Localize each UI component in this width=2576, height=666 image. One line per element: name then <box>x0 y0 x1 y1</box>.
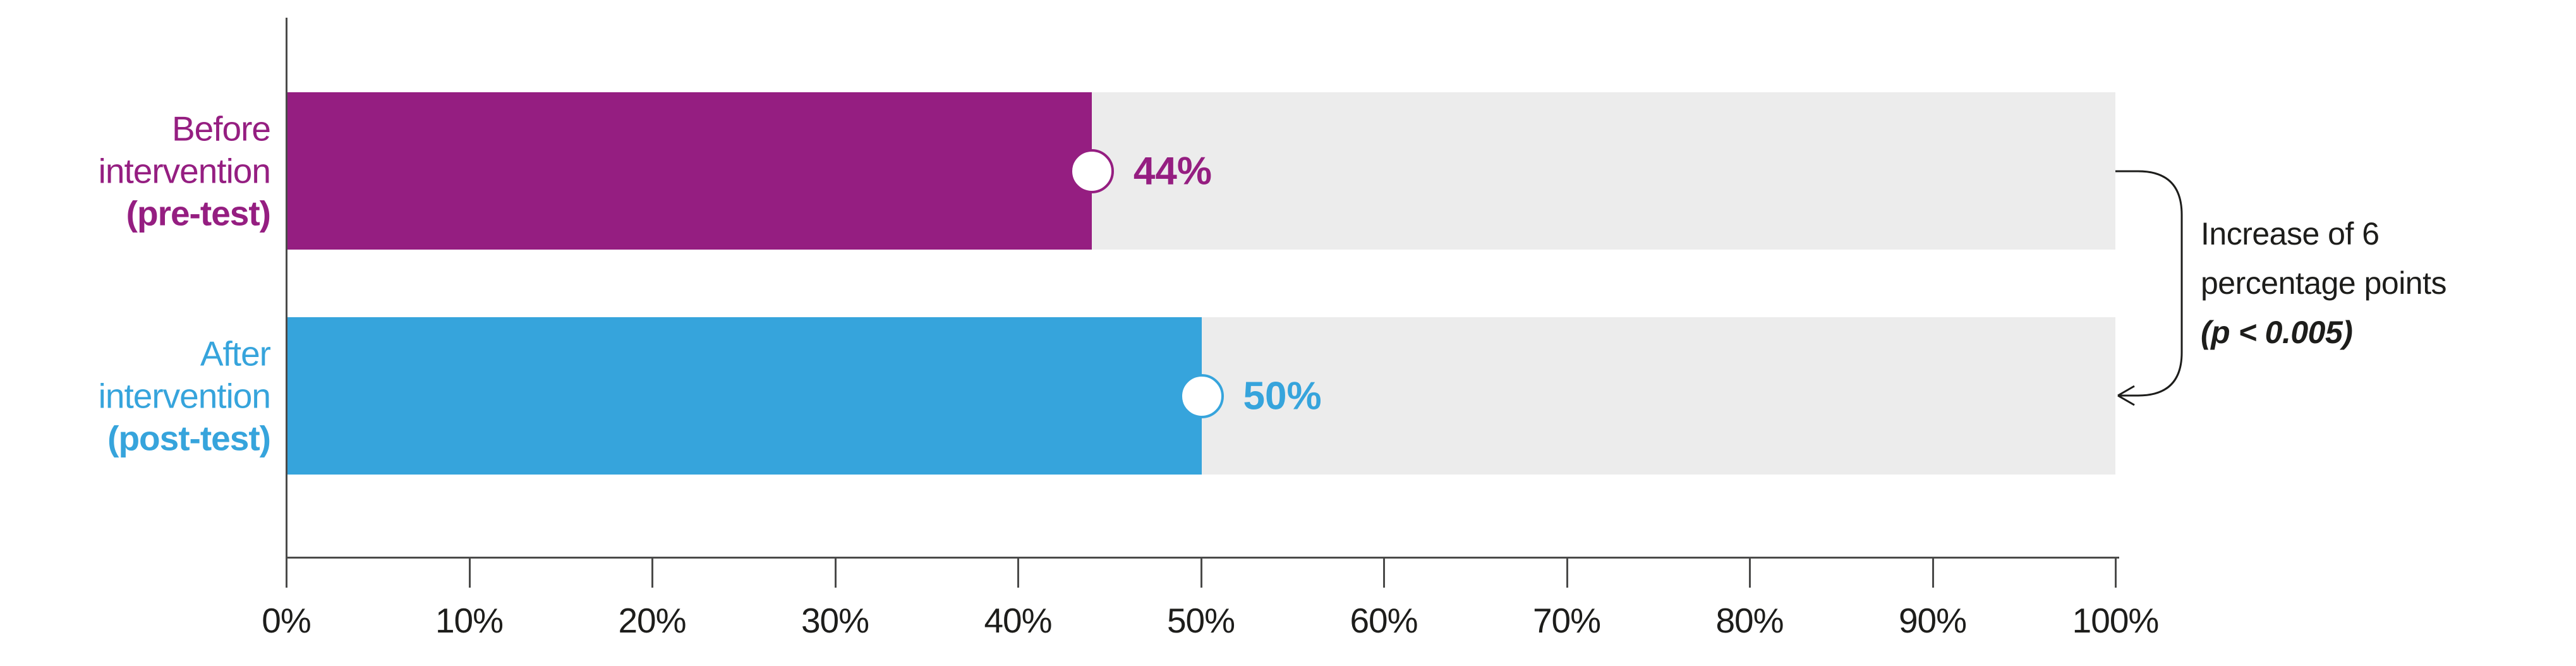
x-axis-tick-label: 10% <box>435 601 504 640</box>
x-axis-tick-mark <box>1566 559 1568 588</box>
x-axis-tick-mark <box>651 559 653 588</box>
x-axis-tick-mark <box>1932 559 1934 588</box>
x-axis-tick-label: 70% <box>1532 601 1601 640</box>
x-axis-tick-mark <box>468 559 471 588</box>
x-axis-tick-label: 100% <box>2072 601 2160 640</box>
x-axis-tick-mark <box>1383 559 1385 588</box>
category-label-line-bold: (pre-test) <box>126 193 271 233</box>
bracket-arrowhead-icon <box>2117 385 2135 406</box>
category-label-line: intervention <box>98 376 271 415</box>
x-axis-line <box>286 557 2119 559</box>
x-axis-tick-label: 60% <box>1350 601 1418 640</box>
x-axis-tick-mark <box>286 559 287 588</box>
category-label-line: intervention <box>98 151 271 190</box>
bar-row-pre-test: 44% <box>287 92 2115 250</box>
x-axis-tick-label: 20% <box>618 601 686 640</box>
x-axis-tick-mark <box>1017 559 1019 588</box>
bar-end-marker-icon <box>1179 373 1224 418</box>
annotation-line-2: percentage points <box>2201 265 2447 301</box>
category-label-line-bold: (post-test) <box>107 418 271 457</box>
x-axis-tick-label: 80% <box>1715 601 1784 640</box>
annotation-block: Increase of 6 percentage points (p < 0.0… <box>2201 209 2447 357</box>
x-axis-tick-mark <box>1749 559 1751 588</box>
y-axis-line <box>286 18 287 559</box>
annotation-line-1: Increase of 6 <box>2201 216 2379 251</box>
x-axis-tick-mark <box>1200 559 1202 588</box>
x-axis-tick-mark <box>2115 559 2117 588</box>
x-axis-tick-label: 40% <box>984 601 1052 640</box>
bar-fill-post-test <box>287 317 1202 475</box>
category-label-line: Before <box>171 109 271 148</box>
bar-end-marker-icon <box>1069 148 1114 193</box>
x-axis-tick-label: 0% <box>262 601 311 640</box>
bar-row-post-test: 50% <box>287 317 2115 475</box>
category-label-post-test: After intervention (post-test) <box>0 332 271 459</box>
bar-fill-pre-test <box>287 92 1092 250</box>
category-label-pre-test: Before intervention (pre-test) <box>0 107 271 234</box>
x-axis-tick-mark <box>834 559 837 588</box>
value-label-post-test: 50% <box>1243 374 1322 418</box>
x-axis-tick-label: 30% <box>801 601 869 640</box>
category-label-line: After <box>200 334 271 373</box>
bracket-curve <box>2115 170 2183 397</box>
x-axis-tick-label: 50% <box>1166 601 1235 640</box>
x-axis-tick-label: 90% <box>1898 601 1967 640</box>
annotation-p-value: (p < 0.005) <box>2201 315 2353 350</box>
value-label-pre-test: 44% <box>1133 149 1212 193</box>
